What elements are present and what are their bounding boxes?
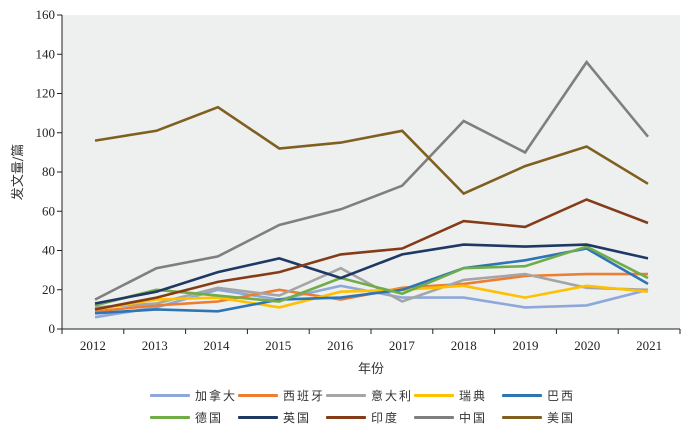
x-tick-label: 2018 xyxy=(451,338,477,353)
legend-item: 中国 xyxy=(414,409,502,426)
legend-item: 美国 xyxy=(502,409,590,426)
x-tick-label: 2021 xyxy=(636,338,662,353)
legend-label: 英国 xyxy=(283,410,312,425)
legend-label: 意大利 xyxy=(371,388,414,403)
legend-item: 意大利 xyxy=(326,387,414,404)
legend-swatch xyxy=(150,415,190,419)
y-tick-label: 160 xyxy=(36,7,56,22)
legend-item: 瑞典 xyxy=(414,387,502,404)
y-axis: 0 20 40 60 80 100 120 140 160 xyxy=(36,7,63,336)
x-tick-label: 2020 xyxy=(574,338,600,353)
legend-item: 巴西 xyxy=(502,387,590,404)
legend-item: 英国 xyxy=(238,409,326,426)
x-tick-label: 2017 xyxy=(389,338,416,353)
legend-label: 西班牙 xyxy=(283,388,326,403)
x-tick-label: 2014 xyxy=(204,338,231,353)
x-tick-label: 2012 xyxy=(80,338,106,353)
y-tick-label: 20 xyxy=(42,282,55,297)
legend-row: 德国 英国 印度 中国 美国 xyxy=(150,406,590,428)
series-layer xyxy=(94,59,650,319)
y-tick-label: 60 xyxy=(42,203,55,218)
legend-item: 西班牙 xyxy=(238,387,326,404)
series-line-7 xyxy=(94,198,649,311)
legend-item: 德国 xyxy=(150,409,238,426)
series-line-5 xyxy=(94,245,649,307)
legend-swatch xyxy=(326,393,366,397)
series-line-4 xyxy=(94,247,649,315)
series-line-6 xyxy=(94,243,649,305)
y-tick-label: 100 xyxy=(36,125,56,140)
legend-label: 德国 xyxy=(195,410,224,425)
y-tick-label: 140 xyxy=(36,46,56,61)
series-line-3 xyxy=(94,284,649,311)
legend-item: 印度 xyxy=(326,409,414,426)
y-tick-label: 120 xyxy=(36,86,56,101)
y-tick-label: 0 xyxy=(49,321,56,336)
series-line-9 xyxy=(94,105,649,196)
legend-label: 巴西 xyxy=(547,388,576,403)
legend: 加拿大 西班牙 意大利 瑞典 巴西德国 英国 印度 中国 美国 xyxy=(150,384,590,428)
y-tick-label: 80 xyxy=(42,164,55,179)
legend-swatch xyxy=(238,415,278,419)
legend-row: 加拿大 西班牙 意大利 瑞典 巴西 xyxy=(150,384,590,406)
legend-swatch xyxy=(414,415,454,419)
y-axis-title: 发文量/篇 xyxy=(10,144,26,200)
legend-label: 中国 xyxy=(459,410,488,425)
legend-swatch xyxy=(502,393,542,397)
legend-label: 加拿大 xyxy=(195,388,238,403)
legend-swatch xyxy=(502,415,542,419)
x-axis: 2012 2013 2014 2015 2016 2017 2018 2019 2020 2021 xyxy=(61,328,681,353)
legend-label: 瑞典 xyxy=(459,388,488,403)
x-tick-label: 2019 xyxy=(513,338,539,353)
legend-swatch xyxy=(414,393,454,397)
x-tick-label: 2013 xyxy=(142,338,168,353)
x-tick-label: 2015 xyxy=(265,338,291,353)
legend-item: 加拿大 xyxy=(150,387,238,404)
series-line-8 xyxy=(94,59,650,301)
x-axis-title: 年份 xyxy=(358,362,384,377)
legend-label: 美国 xyxy=(547,410,576,425)
plot-area xyxy=(62,15,680,329)
legend-swatch xyxy=(150,393,190,397)
legend-label: 印度 xyxy=(371,410,400,425)
legend-swatch xyxy=(326,415,366,419)
x-tick-label: 2016 xyxy=(327,338,354,353)
y-tick-label: 40 xyxy=(42,243,55,258)
legend-swatch xyxy=(238,393,278,397)
